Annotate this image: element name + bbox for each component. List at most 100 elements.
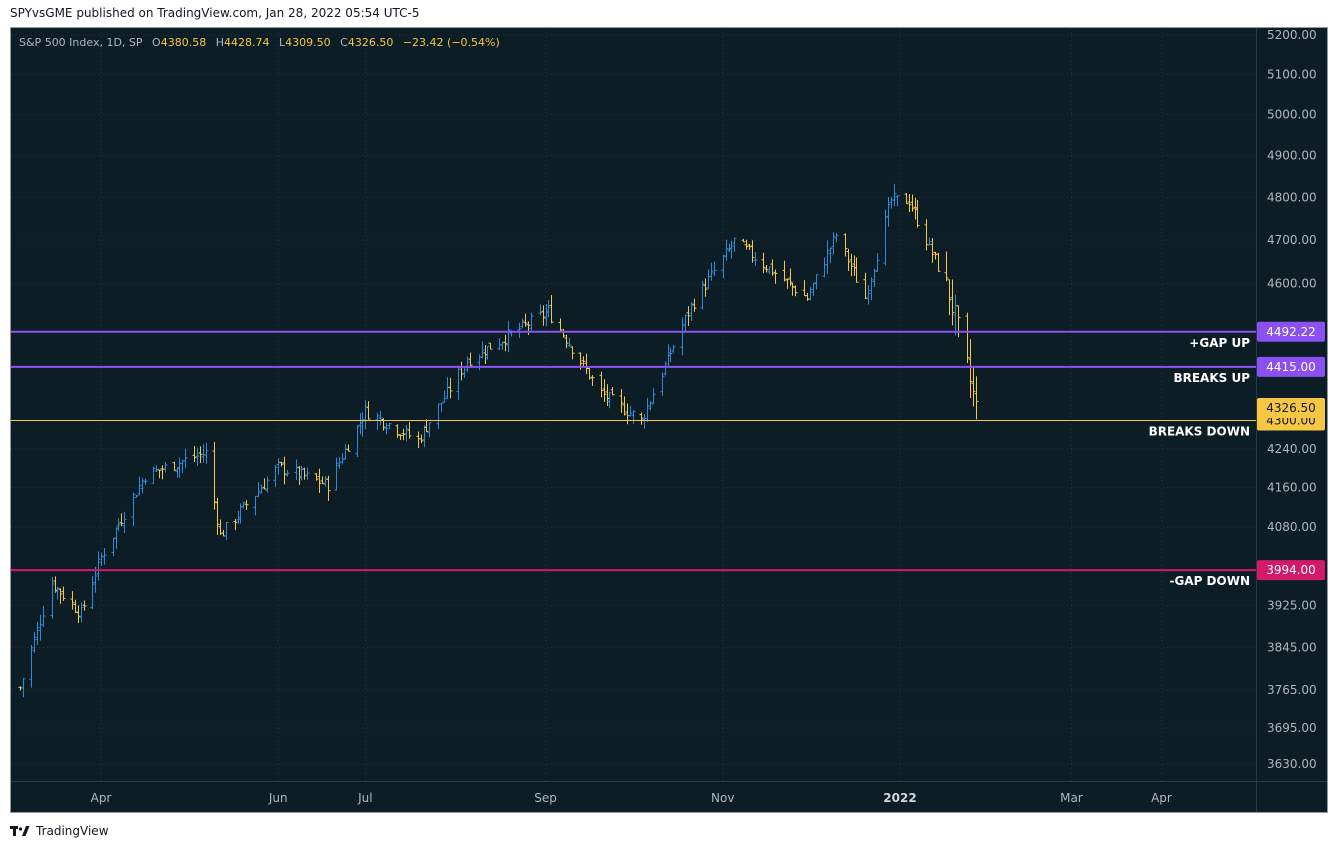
ohlc-bar xyxy=(363,400,368,430)
ohlc-bar xyxy=(366,401,371,420)
ohlc-bar xyxy=(843,233,848,257)
ohlc-bar xyxy=(160,465,165,480)
ohlc-bar xyxy=(279,461,284,467)
ohlc-bar xyxy=(320,476,325,485)
ohlc-bar xyxy=(683,314,688,333)
ohlc-bar xyxy=(607,391,612,409)
ohlc-bar xyxy=(520,318,525,329)
y-tick-label: 4600.00 xyxy=(1267,277,1317,291)
grid xyxy=(11,28,1256,781)
ohlc-bar xyxy=(581,356,586,367)
ohlc-bar xyxy=(50,576,55,619)
ohlc-bar xyxy=(724,239,729,261)
ohlc-bar xyxy=(831,232,836,255)
ohlc-bar xyxy=(41,605,46,628)
ohlc-bar xyxy=(273,465,278,487)
ohlc-bar xyxy=(651,388,656,405)
ohlc-bar xyxy=(445,377,450,400)
y-tick-label: 5200.00 xyxy=(1267,28,1317,42)
ohlc-bar xyxy=(285,469,290,477)
ohlc-bar xyxy=(727,243,732,252)
ohlc-bar xyxy=(953,294,958,336)
legend-low-value: 4309.50 xyxy=(285,36,331,49)
ohlc-bar xyxy=(221,529,226,537)
price-chart[interactable]: 5200.00 5100.00 5000.00 4900.00 4800.00 4700.… xyxy=(11,28,1327,812)
ohlc-bar xyxy=(628,405,633,417)
ohlc-bar xyxy=(564,334,569,349)
ohlc-bar xyxy=(53,576,58,593)
ohlc-bar xyxy=(648,401,653,411)
ohlc-bar xyxy=(35,621,40,645)
y-tick-label: 3845.00 xyxy=(1267,640,1317,654)
ohlc-bar xyxy=(500,341,505,351)
ohlc-bar xyxy=(639,412,644,425)
footer-brand: TradingView xyxy=(36,824,109,838)
ohlc-bar xyxy=(599,371,604,398)
x-tick-label: Sep xyxy=(534,791,557,805)
y-tick-label: 4700.00 xyxy=(1267,233,1317,247)
ohlc-bar xyxy=(480,341,485,359)
ohlc-bar xyxy=(259,484,264,494)
ohlc-bar xyxy=(773,269,778,284)
ohlc-bar xyxy=(96,551,101,581)
chart-frame[interactable]: 5200.00 5100.00 5000.00 4900.00 4800.00 4700.… xyxy=(10,27,1328,813)
ohlc-bar xyxy=(814,274,819,290)
ohlc-bar xyxy=(21,677,26,698)
tradingview-logo-icon xyxy=(10,826,30,836)
ohlc-bar xyxy=(297,465,302,485)
ohlc-bar xyxy=(358,412,363,435)
ohlc-bar xyxy=(201,444,206,463)
ohlc-bar xyxy=(834,233,839,243)
ohlc-bar xyxy=(32,632,37,653)
ohlc-bar xyxy=(660,372,665,396)
ohlc-bar xyxy=(538,304,543,316)
ohlc-bar xyxy=(360,412,365,437)
ohlc-bar xyxy=(761,252,766,274)
ohlc-bar xyxy=(334,457,339,491)
ohlc-bar xyxy=(517,322,522,339)
ohlc-bar xyxy=(741,238,746,243)
level-label: +GAP UP xyxy=(1189,336,1250,350)
price-axis: 5200.00 5100.00 5000.00 4900.00 4800.00 4700.… xyxy=(1267,28,1317,771)
ohlc-bar xyxy=(294,459,299,480)
ohlc-bar xyxy=(424,419,429,432)
ohlc-bar xyxy=(483,345,488,364)
ohlc-bar xyxy=(488,342,493,350)
ohlc-bar xyxy=(253,495,258,516)
legend-open-value: 4380.58 xyxy=(161,36,207,49)
ohlc-bar xyxy=(384,423,389,435)
ohlc-bar xyxy=(29,644,34,688)
legend-high-value: 4428.74 xyxy=(224,36,270,49)
ohlc-bar xyxy=(180,459,185,474)
ohlc-bar xyxy=(163,462,168,473)
ohlc-bar xyxy=(863,272,868,300)
y-tick-label: 4080.00 xyxy=(1267,520,1317,534)
ohlc-bar xyxy=(317,468,322,493)
level-price-badge xyxy=(1257,321,1325,342)
ohlc-bar xyxy=(671,345,676,353)
ohlc-bar xyxy=(422,424,427,448)
ohlc-bar xyxy=(340,453,345,465)
legend-open-label: O xyxy=(152,36,161,49)
ohlc-bar xyxy=(950,279,955,326)
y-tick-label: 5100.00 xyxy=(1267,67,1317,81)
ohlc-bar xyxy=(895,195,900,207)
ohlc-bar xyxy=(770,259,775,276)
ohlc-bar xyxy=(822,257,827,278)
ohlc-bar xyxy=(497,338,502,350)
ohlc-bar xyxy=(326,475,331,501)
ohlc-bar xyxy=(892,183,897,207)
ohlc-bar xyxy=(114,527,119,549)
ohlc-bar xyxy=(709,262,714,281)
ohlc-bar xyxy=(703,278,708,297)
ohlc-bar xyxy=(346,444,351,452)
time-axis: Apr Jun Jul Sep Nov 2022 Mar Apr xyxy=(91,791,1172,805)
ohlc-bar xyxy=(854,257,859,283)
legend-change: −23.42 (−0.54%) xyxy=(403,36,500,49)
y-tick-label: 4900.00 xyxy=(1267,149,1317,163)
ohlc-bar xyxy=(119,513,124,527)
y-tick-label: 4800.00 xyxy=(1267,190,1317,204)
ohlc-bar xyxy=(111,537,116,557)
ohlc-bar xyxy=(622,396,627,416)
ohlc-bar xyxy=(503,334,508,352)
